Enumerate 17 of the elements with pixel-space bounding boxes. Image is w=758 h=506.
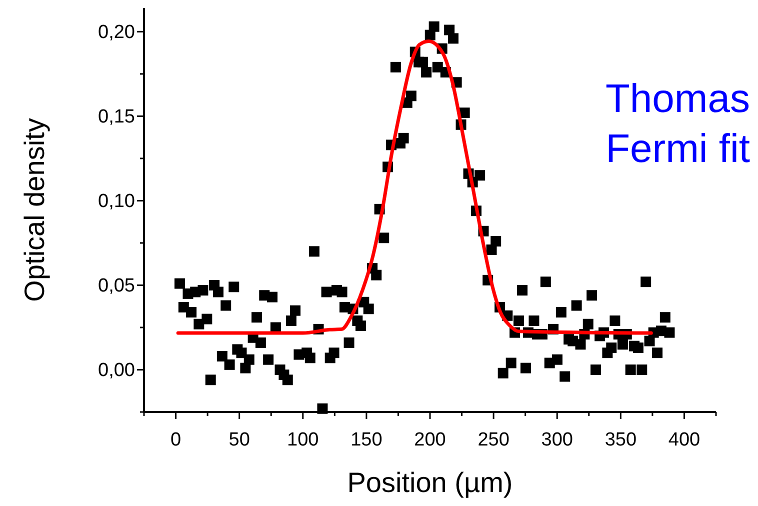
x-tick-label: 50 xyxy=(228,430,250,451)
x-tick-label: 0 xyxy=(170,430,182,451)
x-tick-label: 400 xyxy=(668,430,700,451)
x-tick-label: 300 xyxy=(541,430,573,451)
y-tick-label: 0,05 xyxy=(98,275,135,296)
x-tick-label: 350 xyxy=(604,430,637,451)
y-tick-label: 0,15 xyxy=(98,106,135,128)
annotation: Thomas Fermi fit xyxy=(606,77,750,171)
x-tick-label: 250 xyxy=(478,430,510,451)
y-tick-label: 0,20 xyxy=(98,22,135,43)
y-tick-label: 0,00 xyxy=(98,360,135,381)
x-tick-label: 100 xyxy=(287,430,319,451)
x-tick-label: 150 xyxy=(350,430,382,451)
y-axis-title: Optical density xyxy=(19,118,50,302)
x-axis-title: Position (µm) xyxy=(347,467,513,498)
y-tick-label: 0,10 xyxy=(98,190,135,212)
x-tick-label: 200 xyxy=(414,430,446,451)
